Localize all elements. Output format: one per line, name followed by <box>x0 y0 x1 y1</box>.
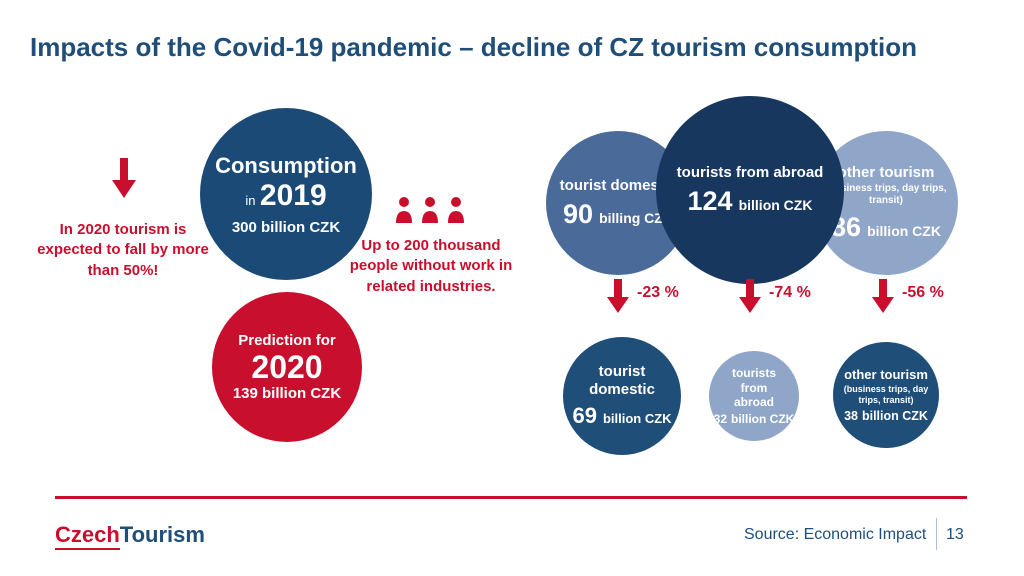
bubble-label: tourists from abroad <box>731 366 776 410</box>
bubble-sublabel: (business trips, day trips, transit) <box>825 182 947 207</box>
bubble-2019-tourists-from-abroad: tourists from abroad 124 billion CZK <box>656 96 844 284</box>
bubble-label: other tourism <box>844 367 928 383</box>
down-arrow-icon <box>739 279 761 313</box>
page-number: 13 <box>946 526 964 543</box>
logo-czech: Czech <box>55 522 120 550</box>
consumption-2019-bubble: Consumption in 2019 300 billion CZK <box>200 108 372 280</box>
bubble-label: tourist domestic <box>559 176 677 194</box>
bubble-value: 32 billion CZK <box>713 411 795 426</box>
down-arrow-icon <box>872 279 894 313</box>
fall-expectation-note: In 2020 tourism is expected to fall by m… <box>37 221 209 279</box>
prediction-year: 2020 <box>251 348 323 385</box>
bubble-2019-other-tourism: other tourism (business trips, day trips… <box>814 131 958 275</box>
decline-other: -56 % <box>872 279 944 313</box>
decline-domestic: -23 % <box>607 279 679 313</box>
bubble-label: tourist domestic <box>589 363 655 398</box>
page-title: Impacts of the Covid-19 pandemic – decli… <box>30 32 918 63</box>
prediction-2020-bubble: Prediction for 2020 139 billion CZK <box>212 292 362 442</box>
footer-divider <box>55 496 967 499</box>
decline-abroad: -74 % <box>739 279 811 313</box>
czechtourism-logo: CzechTourism <box>55 522 205 550</box>
bubble-label: tourists from abroad <box>676 163 824 181</box>
bubble-2020-tourists-from-abroad: tourists from abroad 32 billion CZK <box>709 351 799 441</box>
bubble-sublabel: (business trips, day trips, transit) <box>843 384 929 406</box>
decline-percent: -23 % <box>637 284 679 301</box>
bubble-value: 86 billion CZK <box>831 211 941 242</box>
source-text: Source: Economic Impact <box>744 526 927 543</box>
bubble-value: 38 billion CZK <box>844 408 928 423</box>
down-arrow-icon <box>607 279 629 313</box>
decline-percent: -74 % <box>769 284 811 301</box>
bubble-value: 124 billion CZK <box>687 185 813 216</box>
decline-arrow-icon <box>112 158 136 203</box>
bubble-label: other tourism <box>837 163 935 181</box>
page-number-divider <box>936 518 937 550</box>
bubble-2020-tourist-domestic: tourist domestic 69 billion CZK <box>563 337 681 455</box>
bubble-value: 69 billion CZK <box>572 403 672 428</box>
consumption-2019-label: Consumption in 2019 <box>215 152 357 212</box>
logo-tourism: Tourism <box>119 522 205 547</box>
people-icon <box>394 196 468 228</box>
prediction-value: 139 billion CZK <box>232 385 342 403</box>
prediction-label: Prediction for <box>238 331 336 349</box>
consumption-2019-value: 300 billion CZK <box>231 218 341 236</box>
decline-percent: -56 % <box>902 284 944 301</box>
bubble-2020-other-tourism: other tourism (business trips, day trips… <box>833 342 939 448</box>
bubble-value: 90 billing CZK <box>563 198 673 229</box>
unemployment-note: Up to 200 thousand people without work i… <box>349 237 513 295</box>
